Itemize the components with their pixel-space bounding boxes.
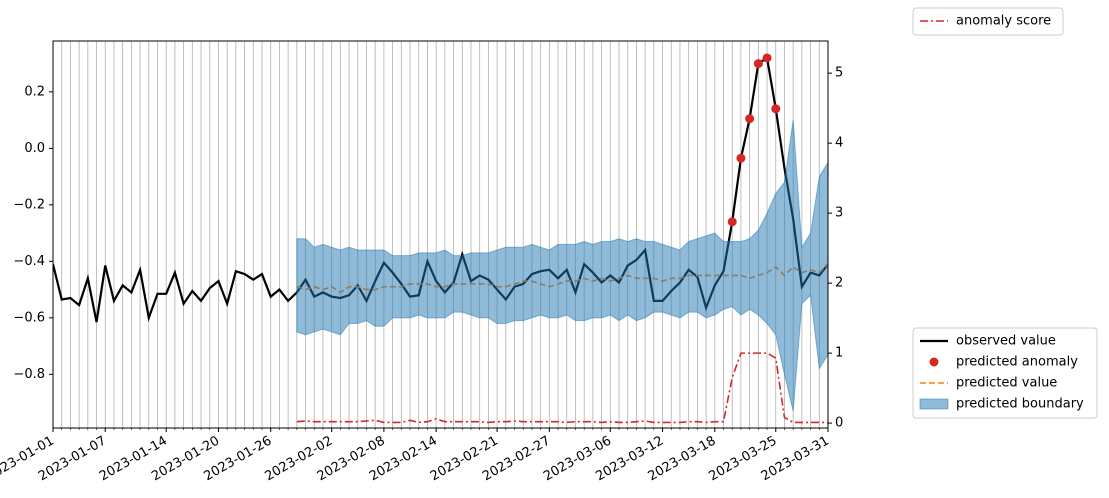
anomaly-marker (745, 114, 755, 124)
legend: anomaly score (912, 7, 1064, 36)
anomaly-marker (762, 53, 772, 63)
legend-marker (929, 357, 939, 367)
y2-tick-label: 2 (835, 276, 843, 291)
y2-tick-label: 0 (835, 416, 843, 431)
anomaly-marker (753, 59, 763, 69)
legend-label: observed value (956, 334, 1056, 349)
anomaly-marker (771, 104, 781, 114)
legend-label: predicted boundary (956, 397, 1084, 412)
anomaly-marker (736, 153, 746, 163)
axes-frame (52, 40, 829, 429)
anomaly-marker (727, 217, 737, 227)
legend-label: predicted anomaly (956, 355, 1078, 370)
legend-label: anomaly score (956, 14, 1051, 29)
y-tick-label: −0.4 (13, 254, 45, 269)
legend-box (912, 327, 1098, 419)
boundary-band (296, 120, 828, 412)
y2-tick-label: 5 (835, 66, 843, 81)
y2-tick-label: 3 (835, 206, 843, 221)
plot-area (53, 41, 828, 428)
legend-swatch (919, 398, 949, 410)
y-tick-label: −0.6 (13, 310, 45, 325)
legend: observed value predicted anomaly predicted… (912, 327, 1098, 419)
legend-box (912, 7, 1064, 36)
y2-tick-label: 4 (835, 136, 843, 151)
y-tick-label: −0.2 (13, 197, 45, 212)
score-line (296, 352, 828, 424)
y2-tick-label: 1 (835, 346, 843, 361)
legend-label: predicted value (956, 376, 1057, 391)
y-tick-label: 0.0 (24, 141, 45, 156)
y-tick-label: 0.2 (24, 84, 45, 99)
y-tick-label: −0.8 (13, 367, 45, 382)
